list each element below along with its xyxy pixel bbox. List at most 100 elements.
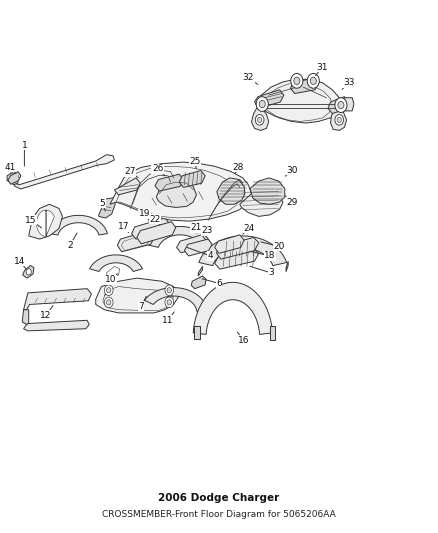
Text: 6: 6 xyxy=(216,279,222,288)
Circle shape xyxy=(256,96,268,111)
Polygon shape xyxy=(110,162,251,221)
Polygon shape xyxy=(90,255,142,271)
Text: 20: 20 xyxy=(274,242,285,251)
Polygon shape xyxy=(215,235,244,253)
Circle shape xyxy=(255,115,264,125)
Circle shape xyxy=(310,77,316,85)
Polygon shape xyxy=(191,276,206,289)
Text: 33: 33 xyxy=(343,78,354,87)
Polygon shape xyxy=(22,310,29,325)
Text: 7: 7 xyxy=(138,302,144,311)
Polygon shape xyxy=(240,188,283,216)
Circle shape xyxy=(337,117,341,123)
Circle shape xyxy=(167,300,171,305)
Polygon shape xyxy=(184,239,212,256)
Polygon shape xyxy=(156,178,197,207)
Circle shape xyxy=(338,101,344,109)
Polygon shape xyxy=(24,320,89,331)
Circle shape xyxy=(294,77,300,85)
Polygon shape xyxy=(215,248,259,269)
Polygon shape xyxy=(155,174,184,191)
Text: 41: 41 xyxy=(5,163,16,172)
Polygon shape xyxy=(11,155,114,189)
Polygon shape xyxy=(132,218,169,239)
Polygon shape xyxy=(24,289,92,310)
Polygon shape xyxy=(250,178,285,204)
Polygon shape xyxy=(7,173,18,185)
Text: 24: 24 xyxy=(244,224,255,233)
Text: 16: 16 xyxy=(238,336,250,345)
Polygon shape xyxy=(217,178,245,204)
Text: 27: 27 xyxy=(125,167,136,176)
Circle shape xyxy=(165,297,173,308)
Polygon shape xyxy=(328,96,349,114)
Text: 29: 29 xyxy=(286,198,297,207)
Polygon shape xyxy=(290,78,318,93)
Text: 10: 10 xyxy=(105,275,117,284)
Polygon shape xyxy=(145,288,207,311)
Text: 12: 12 xyxy=(40,311,52,319)
Circle shape xyxy=(104,297,113,308)
Text: 22: 22 xyxy=(149,214,161,223)
Text: 30: 30 xyxy=(287,166,298,175)
Polygon shape xyxy=(114,178,140,195)
Text: 25: 25 xyxy=(190,157,201,166)
Text: 11: 11 xyxy=(162,316,174,325)
Polygon shape xyxy=(36,210,54,237)
Text: CROSSMEMBER-Front Floor Diagram for 5065206AA: CROSSMEMBER-Front Floor Diagram for 5065… xyxy=(102,510,336,519)
Polygon shape xyxy=(331,106,346,131)
Text: 4: 4 xyxy=(208,252,213,261)
Polygon shape xyxy=(49,215,107,235)
Polygon shape xyxy=(254,90,284,108)
Polygon shape xyxy=(117,231,155,252)
Text: 15: 15 xyxy=(25,215,37,224)
Text: 31: 31 xyxy=(316,62,328,71)
Polygon shape xyxy=(29,204,63,239)
Polygon shape xyxy=(149,227,212,247)
Polygon shape xyxy=(194,326,200,340)
Polygon shape xyxy=(106,266,120,278)
Circle shape xyxy=(307,74,319,88)
Text: 2: 2 xyxy=(67,241,73,250)
Polygon shape xyxy=(270,326,275,341)
Polygon shape xyxy=(177,235,206,253)
Text: 28: 28 xyxy=(233,163,244,172)
Polygon shape xyxy=(251,106,269,131)
Circle shape xyxy=(104,285,113,295)
Text: 26: 26 xyxy=(152,164,163,173)
Polygon shape xyxy=(8,172,21,184)
Circle shape xyxy=(258,117,262,123)
Circle shape xyxy=(167,288,171,293)
Polygon shape xyxy=(343,98,354,111)
Circle shape xyxy=(165,285,173,295)
Text: 23: 23 xyxy=(201,226,212,235)
Text: 17: 17 xyxy=(118,222,130,231)
Polygon shape xyxy=(23,265,34,278)
Polygon shape xyxy=(137,222,176,244)
Text: 21: 21 xyxy=(191,223,202,232)
Circle shape xyxy=(26,269,32,275)
Circle shape xyxy=(106,300,111,305)
Text: 3: 3 xyxy=(268,268,274,277)
Polygon shape xyxy=(96,278,179,313)
Polygon shape xyxy=(179,171,205,188)
Polygon shape xyxy=(199,236,286,265)
Polygon shape xyxy=(198,266,202,276)
Polygon shape xyxy=(286,261,288,272)
Polygon shape xyxy=(99,198,115,218)
Polygon shape xyxy=(193,282,272,334)
Text: 18: 18 xyxy=(264,252,276,261)
Text: 2006 Dodge Charger: 2006 Dodge Charger xyxy=(159,493,279,503)
Circle shape xyxy=(335,115,343,125)
Text: 1: 1 xyxy=(21,141,27,150)
Polygon shape xyxy=(256,79,341,123)
Circle shape xyxy=(335,98,347,112)
Text: 32: 32 xyxy=(243,73,254,82)
Circle shape xyxy=(291,74,303,88)
Text: 19: 19 xyxy=(139,209,150,218)
Circle shape xyxy=(259,100,265,108)
Polygon shape xyxy=(216,238,259,259)
Text: 5: 5 xyxy=(99,199,105,208)
Text: 14: 14 xyxy=(14,257,25,266)
Circle shape xyxy=(106,288,111,293)
